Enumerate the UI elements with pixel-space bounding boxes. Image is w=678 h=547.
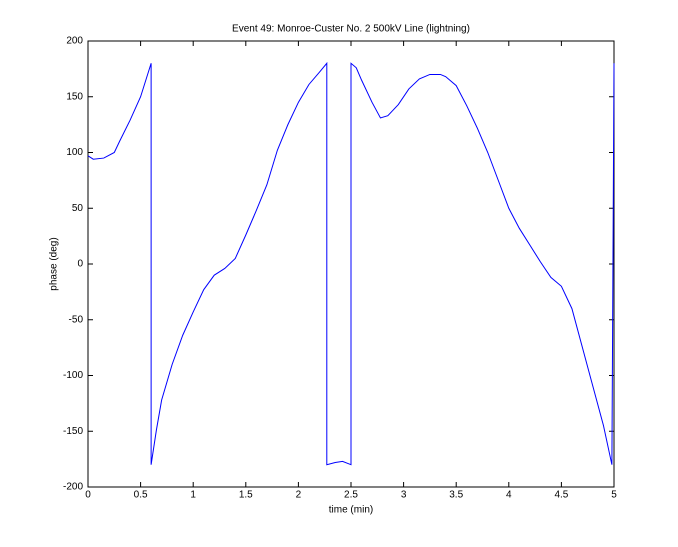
y-tick-label: -200 xyxy=(63,482,83,493)
x-tick-label: 3.5 xyxy=(449,490,463,501)
x-tick-label: 0.5 xyxy=(134,490,148,501)
x-tick-label: 4.5 xyxy=(554,490,568,501)
x-axis-label: time (min) xyxy=(329,505,373,516)
y-tick-label: -150 xyxy=(63,426,83,437)
y-tick-label: 100 xyxy=(66,147,83,158)
x-tick-label: 1 xyxy=(190,490,196,501)
y-tick-label: 0 xyxy=(77,259,83,270)
x-tick-label: 5 xyxy=(611,490,617,501)
y-tick-label: -100 xyxy=(63,370,83,381)
data-line xyxy=(87,61,615,466)
x-tick-label: 1.5 xyxy=(239,490,253,501)
x-tick-label: 3 xyxy=(401,490,407,501)
x-tick-label: 0 xyxy=(85,490,91,501)
y-tick-label: -50 xyxy=(69,314,84,325)
chart-title: Event 49: Monroe-Custer No. 2 500kV Line… xyxy=(232,24,470,35)
y-axis-label: phase (deg) xyxy=(49,237,60,290)
x-tick-label: 4 xyxy=(506,490,512,501)
y-tick-label: 200 xyxy=(66,36,83,47)
x-tick-label: 2.5 xyxy=(344,490,358,501)
y-tick-label: 150 xyxy=(66,91,83,102)
x-tick-label: 2 xyxy=(296,490,302,501)
y-tick-label: 50 xyxy=(72,203,84,214)
